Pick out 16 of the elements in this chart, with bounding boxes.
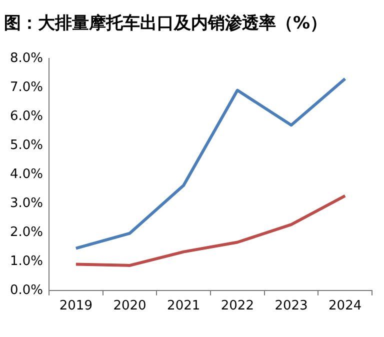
x-tick-label: 2019 xyxy=(59,298,92,314)
chart-title: 图：大排量摩托车出口及内销渗透率（%） xyxy=(4,14,328,34)
y-tick-label: 5.0% xyxy=(10,138,44,153)
y-tick-label: 4.0% xyxy=(10,166,44,182)
y-tick-label: 3.0% xyxy=(10,196,44,211)
y-tick-label: 8.0% xyxy=(10,50,44,66)
x-tick-label: 2020 xyxy=(113,298,146,314)
y-tick-label: 7.0% xyxy=(10,80,44,95)
y-tick-label: 2.0% xyxy=(10,224,44,240)
y-tick-label: 0.0% xyxy=(10,282,44,298)
y-tick-label: 6.0% xyxy=(10,108,44,124)
y-tick-label: 1.0% xyxy=(10,254,44,269)
x-tick-label: 2024 xyxy=(328,298,362,314)
x-tick-label: 2023 xyxy=(274,298,308,314)
x-tick-label: 2022 xyxy=(220,298,254,314)
x-tick-label: 2021 xyxy=(167,298,200,314)
